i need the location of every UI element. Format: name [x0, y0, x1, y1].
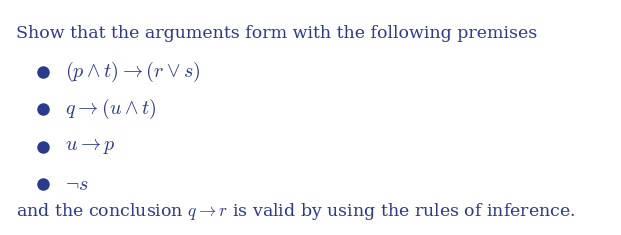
- Text: $u \rightarrow p$: $u \rightarrow p$: [65, 137, 116, 156]
- Text: $(p \wedge t) \rightarrow (r \vee s)$: $(p \wedge t) \rightarrow (r \vee s)$: [65, 60, 201, 84]
- Text: and the conclusion $q \rightarrow r$ is valid by using the rules of inference.: and the conclusion $q \rightarrow r$ is …: [16, 201, 575, 222]
- Text: $\neg s$: $\neg s$: [65, 175, 89, 194]
- Text: $q \rightarrow (u \wedge t)$: $q \rightarrow (u \wedge t)$: [65, 97, 156, 121]
- Text: Show that the arguments form with the following premises: Show that the arguments form with the fo…: [16, 25, 537, 42]
